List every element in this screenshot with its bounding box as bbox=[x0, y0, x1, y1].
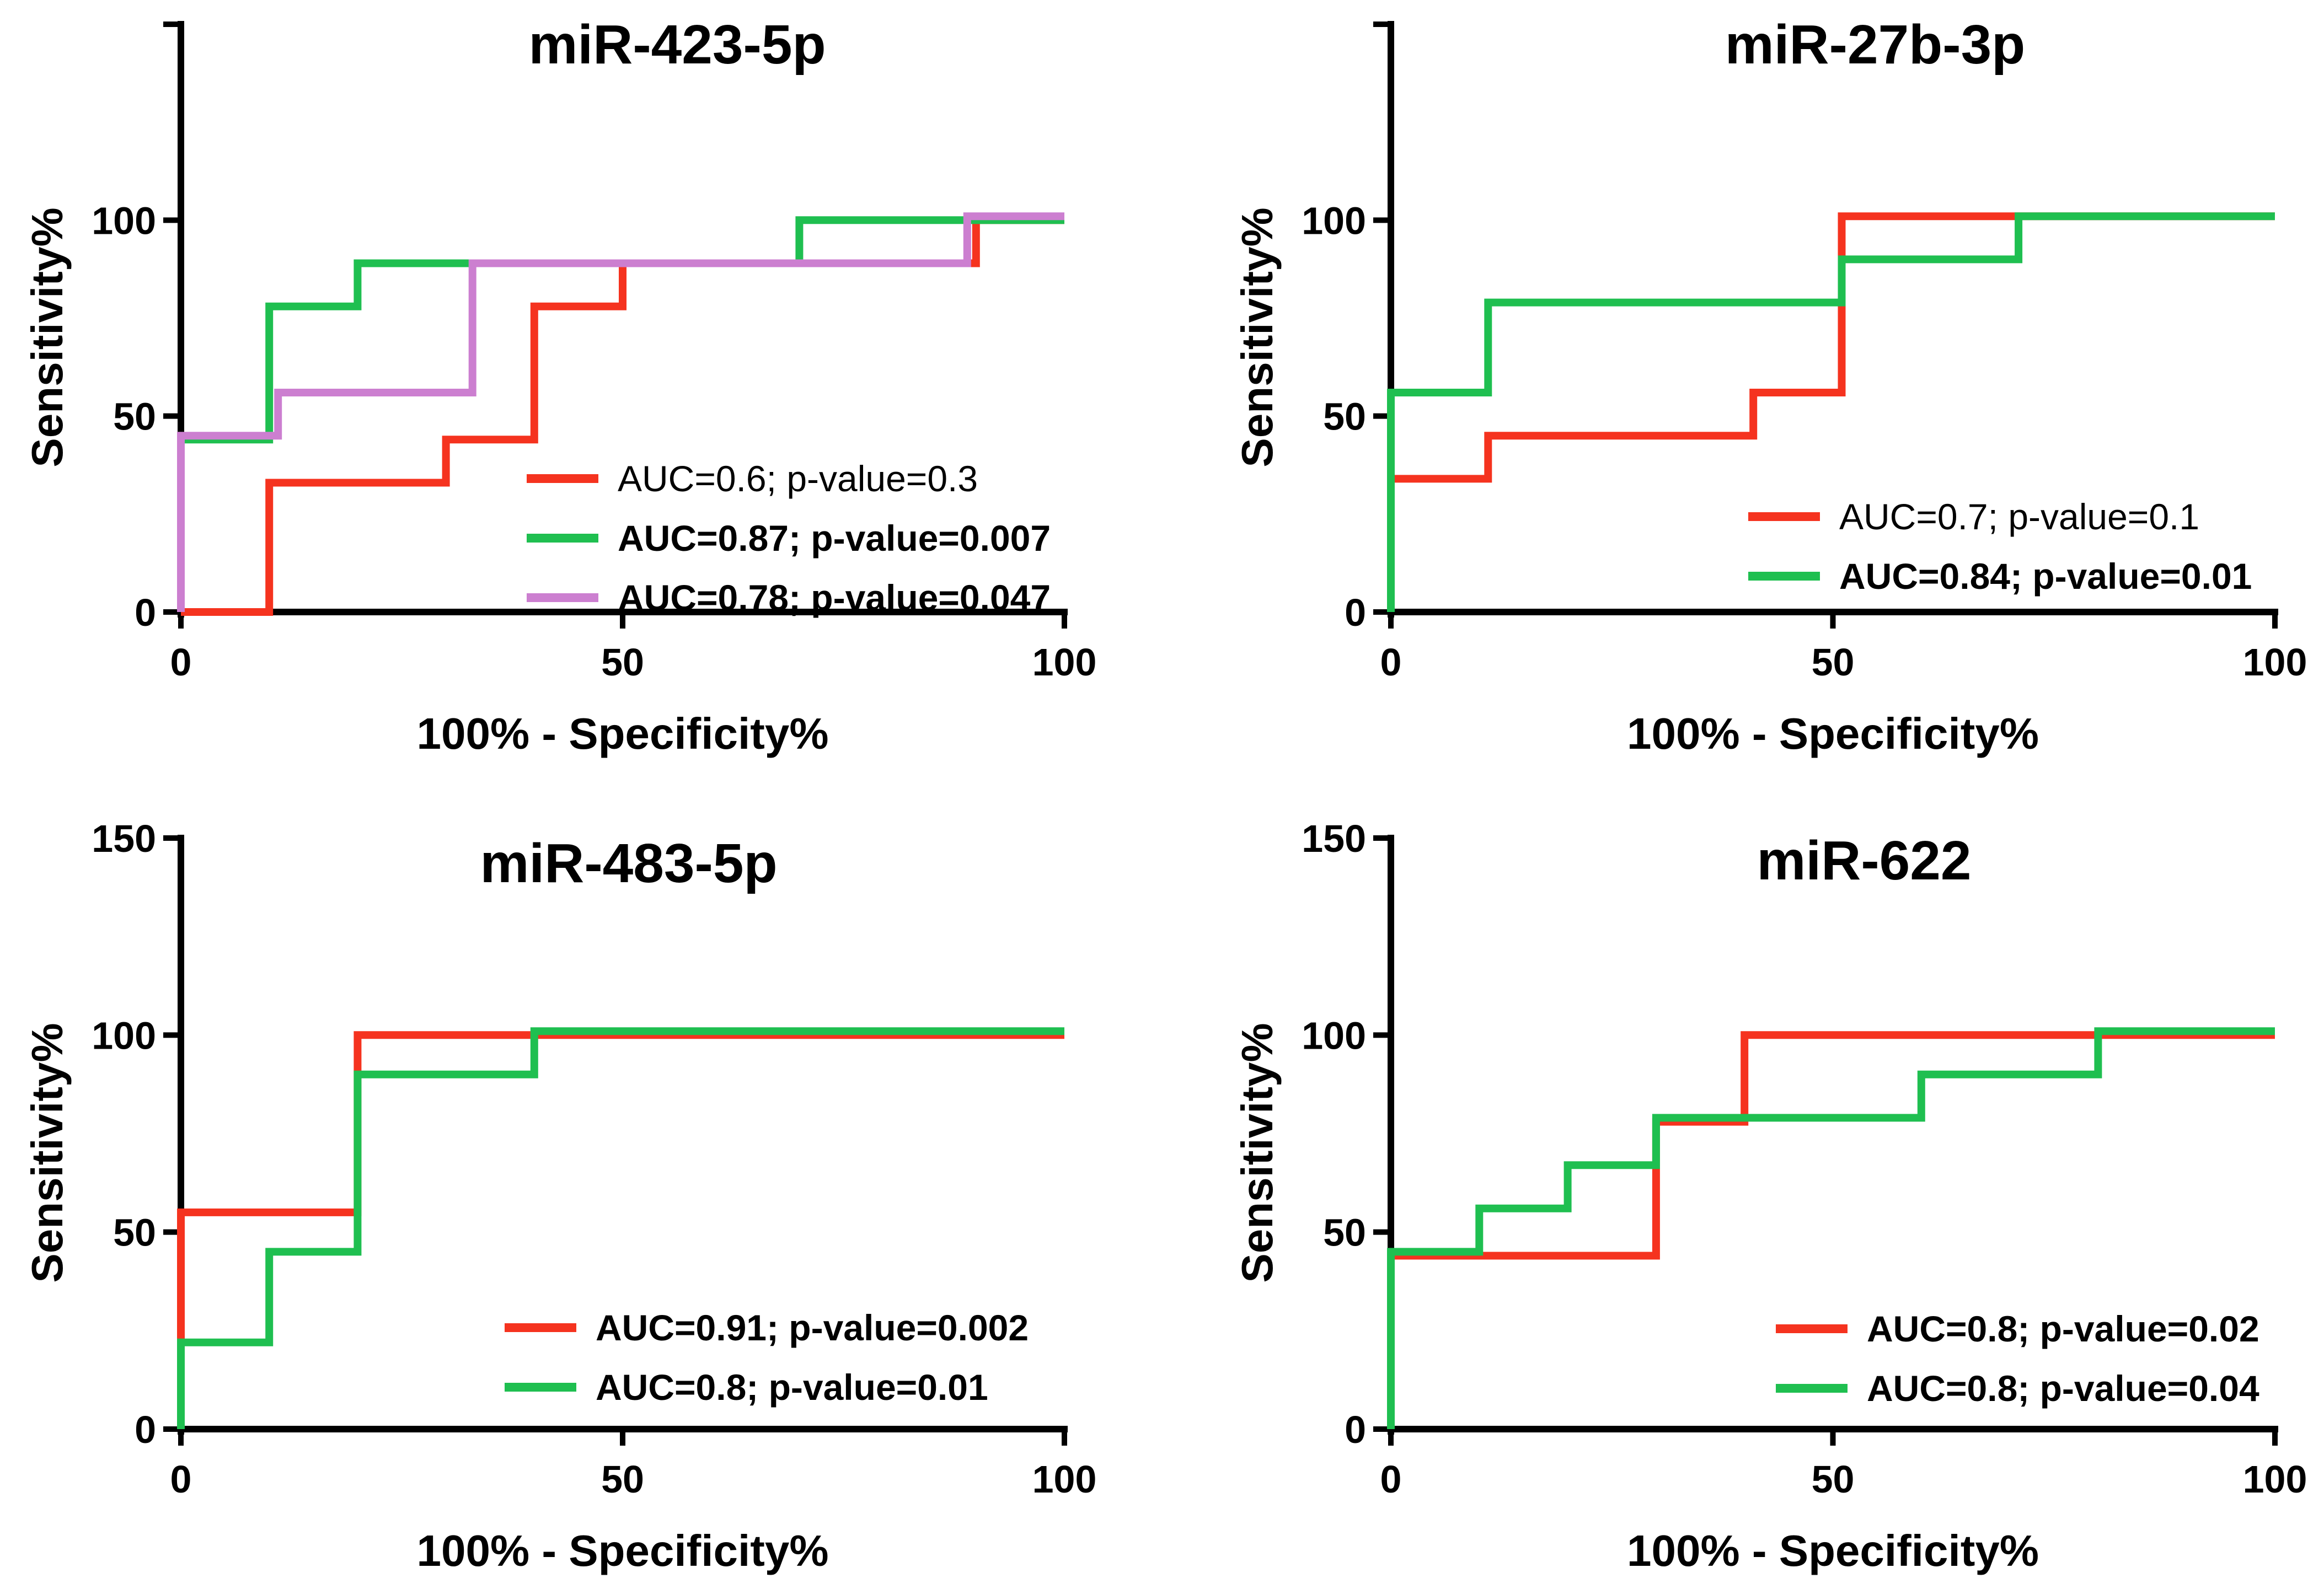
y-tick-label: 0 bbox=[1345, 1408, 1366, 1451]
x-tick-label: 0 bbox=[1380, 1458, 1402, 1501]
y-tick-label: 50 bbox=[1323, 395, 1366, 438]
legend-label: AUC=0.8; p-value=0.02 bbox=[1867, 1308, 2259, 1349]
x-tick-label: 0 bbox=[170, 641, 192, 684]
x-tick-label: 100 bbox=[2243, 1458, 2307, 1501]
x-axis-label: 100% - Specificity% bbox=[1627, 709, 2039, 758]
x-tick-label: 100 bbox=[1032, 1458, 1097, 1501]
y-tick-label: 50 bbox=[113, 395, 156, 438]
roc-curve-series-2 bbox=[1387, 1027, 2275, 1429]
x-tick-label: 0 bbox=[170, 1458, 192, 1501]
roc-curve-series-2 bbox=[177, 1027, 1064, 1429]
y-tick-label: 150 bbox=[92, 817, 156, 860]
legend-label: AUC=0.7; p-value=0.1 bbox=[1839, 496, 2199, 537]
y-tick-label: 0 bbox=[1345, 591, 1366, 634]
x-tick-label: 50 bbox=[601, 641, 644, 684]
y-tick-label: 100 bbox=[92, 199, 156, 242]
legend-label: AUC=0.8; p-value=0.01 bbox=[596, 1367, 988, 1408]
x-axis-label: 100% - Specificity% bbox=[1627, 1526, 2039, 1575]
roc-curve-series-3 bbox=[177, 212, 1064, 612]
legend-label: AUC=0.87; p-value=0.007 bbox=[618, 518, 1051, 559]
y-tick-label: 150 bbox=[1302, 817, 1366, 860]
y-axis-label: Sensitivity% bbox=[1233, 207, 1282, 467]
y-axis-label: Sensitivity% bbox=[1233, 1023, 1282, 1282]
roc-chart-2: miR-27b-3p 0 50 100 0 50 100 100% - Specificity… bbox=[1233, 14, 2307, 758]
legend-label: AUC=0.84; p-value=0.01 bbox=[1839, 556, 2252, 597]
y-tick-label: 100 bbox=[1302, 199, 1366, 242]
x-tick-label: 0 bbox=[1380, 641, 1402, 684]
chart-title: miR-27b-3p bbox=[1725, 14, 2026, 76]
roc-chart-3: miR-483-5p 0 50 100 150 0 50 100 100% - Specific… bbox=[23, 817, 1096, 1575]
legend-label: AUC=0.6; p-value=0.3 bbox=[618, 458, 978, 499]
chart-title: miR-622 bbox=[1757, 830, 1971, 892]
x-axis-label: 100% - Specificity% bbox=[417, 1526, 829, 1575]
legend-label: AUC=0.8; p-value=0.04 bbox=[1867, 1368, 2259, 1409]
y-tick-label: 100 bbox=[92, 1014, 156, 1057]
y-tick-label: 100 bbox=[1302, 1014, 1366, 1057]
x-tick-label: 50 bbox=[601, 1458, 644, 1501]
roc-curve-series-1 bbox=[1387, 212, 2275, 612]
legend-label: AUC=0.91; p-value=0.002 bbox=[596, 1307, 1029, 1348]
roc-curve-series-2 bbox=[177, 216, 1064, 612]
y-tick-label: 0 bbox=[135, 1408, 156, 1451]
y-axis-label: Sensitivity% bbox=[23, 1023, 72, 1282]
roc-curve-series-1 bbox=[181, 216, 1064, 616]
chart-title: miR-423-5p bbox=[528, 14, 826, 76]
chart-title: miR-483-5p bbox=[480, 833, 777, 894]
x-axis-label: 100% - Specificity% bbox=[417, 709, 829, 758]
roc-chart-1: miR-423-5p 0 50 100 0 50 100 100% - Specificity… bbox=[23, 14, 1096, 758]
y-tick-label: 50 bbox=[1323, 1211, 1366, 1254]
roc-chart-4: miR-622 0 50 100 150 0 50 100 100% - Specificity… bbox=[1233, 817, 2307, 1575]
legend-label: AUC=0.78; p-value=0.047 bbox=[618, 577, 1051, 618]
roc-curve-series-2 bbox=[1387, 212, 2275, 612]
y-tick-label: 50 bbox=[113, 1211, 156, 1254]
x-tick-label: 100 bbox=[1032, 641, 1097, 684]
x-tick-label: 100 bbox=[2243, 641, 2307, 684]
y-axis-label: Sensitivity% bbox=[23, 207, 72, 467]
x-tick-label: 50 bbox=[1812, 641, 1855, 684]
y-tick-label: 0 bbox=[135, 591, 156, 634]
x-tick-label: 50 bbox=[1812, 1458, 1855, 1501]
